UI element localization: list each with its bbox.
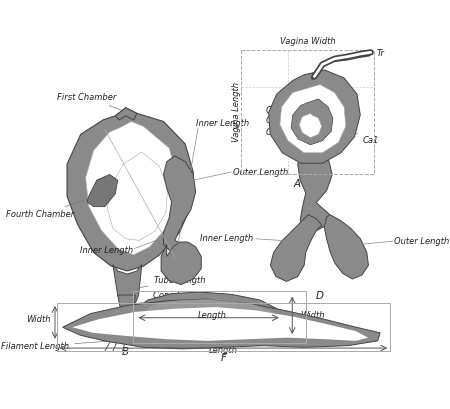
Text: Inner Length: Inner Length [196, 119, 249, 128]
Polygon shape [280, 85, 346, 153]
Text: F: F [220, 353, 226, 363]
Text: Cone Length: Cone Length [134, 290, 206, 304]
Polygon shape [298, 145, 332, 231]
Polygon shape [163, 156, 196, 250]
Polygon shape [137, 299, 282, 332]
Polygon shape [113, 265, 142, 306]
Polygon shape [291, 99, 333, 145]
Polygon shape [161, 242, 201, 285]
Text: D: D [316, 291, 324, 301]
Polygon shape [107, 152, 167, 240]
Text: Inner Length: Inner Length [200, 234, 253, 243]
Polygon shape [269, 70, 360, 163]
Text: Outer Length: Outer Length [234, 168, 288, 177]
Text: Ca1: Ca1 [349, 130, 379, 145]
Text: A: A [293, 178, 301, 189]
Text: Ch2: Ch2 [266, 106, 301, 115]
Text: Fourth Chamber: Fourth Chamber [6, 197, 94, 219]
Polygon shape [118, 295, 135, 319]
Text: Length: Length [209, 346, 238, 355]
Text: Outer Length: Outer Length [394, 237, 450, 246]
Polygon shape [270, 215, 322, 281]
Polygon shape [115, 108, 137, 120]
Bar [57, 303, 390, 351]
Text: Length: Length [198, 311, 226, 320]
Polygon shape [67, 108, 193, 271]
Text: Width: Width [26, 315, 50, 324]
Text: Ch1: Ch1 [266, 128, 293, 137]
Text: Tr: Tr [371, 49, 385, 58]
Text: Vagina Length: Vagina Length [232, 82, 241, 142]
Text: B: B [122, 347, 129, 357]
Polygon shape [86, 121, 177, 255]
Text: Tube Length: Tube Length [136, 276, 205, 288]
Text: C: C [179, 295, 186, 305]
Text: Filament Length: Filament Length [1, 341, 110, 351]
Text: Inner Length: Inner Length [80, 245, 133, 254]
Polygon shape [131, 292, 288, 337]
Polygon shape [87, 175, 118, 207]
Polygon shape [63, 299, 380, 349]
Text: E: E [234, 330, 240, 340]
Polygon shape [299, 113, 322, 137]
Text: First Chamber: First Chamber [58, 93, 123, 111]
Text: Width: Width [300, 311, 325, 320]
Text: Vagina Width: Vagina Width [280, 37, 336, 46]
Polygon shape [72, 307, 368, 341]
Bar [133, 291, 306, 343]
Bar [242, 50, 374, 175]
Polygon shape [324, 215, 369, 279]
Text: Ca2: Ca2 [266, 116, 301, 125]
